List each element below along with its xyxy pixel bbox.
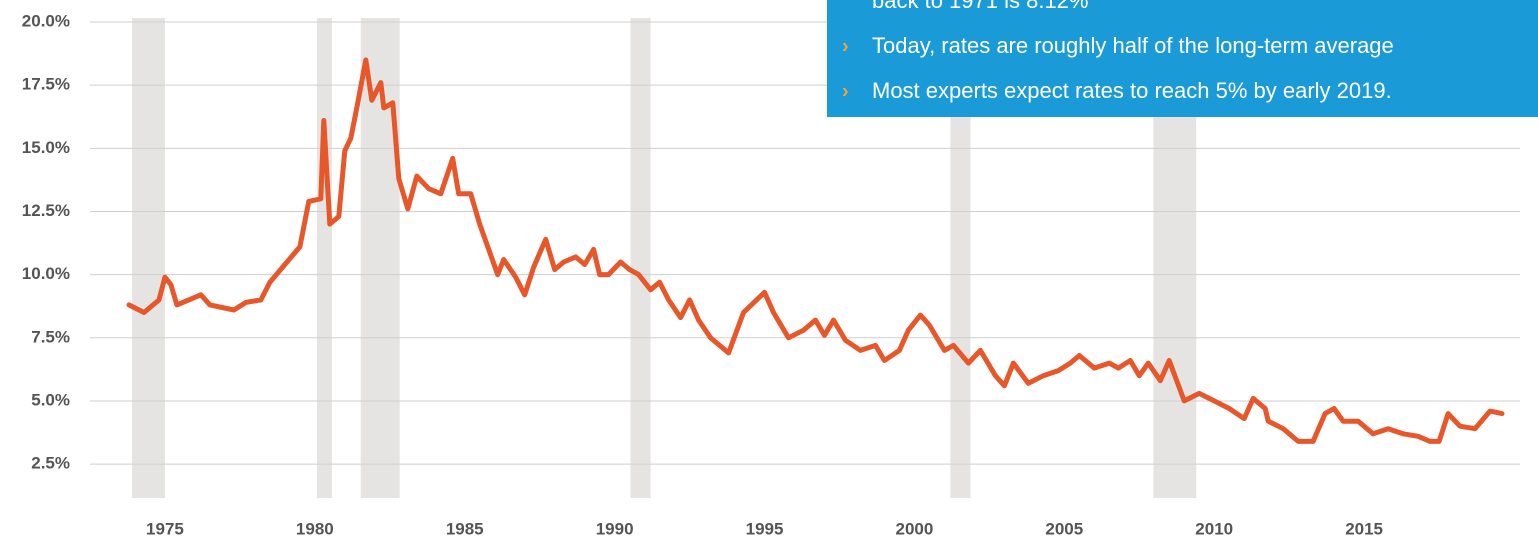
note-text: back to 1971 is 8.12% [872,0,1088,13]
y-tick-label: 7.5% [31,327,70,346]
note-text: Most experts expect rates to reach 5% by… [872,78,1392,103]
info-box: back to 1971 is 8.12% › Today, rates are… [827,0,1538,117]
rate-line [126,57,1505,444]
grid: 2.5% 5.0% 7.5% 10.0% 12.5% 15.0% 17.5% 20.0% 197… [22,11,1520,538]
y-tick-label: 17.5% [22,75,70,94]
recession-band [131,18,165,498]
bullet: › [842,80,849,102]
x-tick-label: 1990 [596,519,634,538]
y-tick-label: 20.0% [22,11,70,30]
note-text: Today, rates are roughly half of the lon… [872,33,1394,58]
x-tick-label: 1985 [446,519,484,538]
x-tick-label: 2000 [896,519,934,538]
plot [126,57,1505,444]
x-tick-label: 1980 [296,519,334,538]
info-background [827,0,1538,117]
y-tick-label: 5.0% [31,390,70,409]
x-tick-label: 2005 [1045,519,1083,538]
recession-band [316,18,332,498]
recession-band [630,18,651,498]
x-tick-label: 1975 [146,519,184,538]
recession-band [950,18,971,498]
x-tick-label: 2015 [1345,519,1383,538]
x-tick-label: 1995 [746,519,784,538]
bullet: › [842,35,849,57]
y-tick-label: 2.5% [31,454,70,473]
y-tick-label: 10.0% [22,264,70,283]
y-tick-label: 15.0% [22,138,70,157]
y-tick-label: 12.5% [22,201,70,220]
x-tick-label: 2010 [1195,519,1233,538]
